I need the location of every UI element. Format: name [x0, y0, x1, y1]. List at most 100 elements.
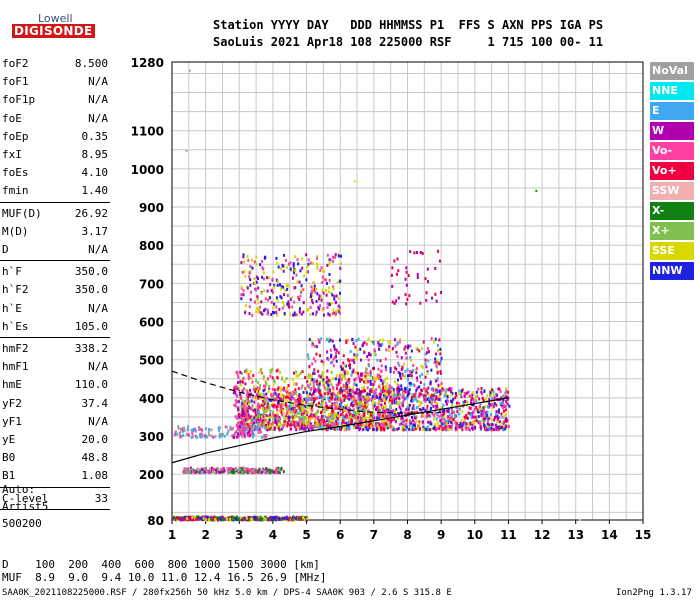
- echo-point: [347, 394, 350, 398]
- param-key: yF1: [2, 414, 22, 428]
- echo-point: [503, 414, 506, 418]
- echo-point: [308, 392, 311, 396]
- echo-point: [337, 389, 340, 393]
- echo-point: [323, 392, 326, 396]
- echo-point: [393, 380, 396, 384]
- echo-point: [335, 355, 338, 359]
- echo-point: [336, 393, 339, 397]
- echo-point: [326, 428, 329, 432]
- echo-point: [352, 408, 355, 412]
- echo-point: [356, 391, 359, 395]
- echo-point: [336, 391, 339, 395]
- echo-point: [245, 397, 248, 401]
- echo-point: [340, 400, 343, 404]
- echo-point: [372, 367, 375, 371]
- echo-point: [398, 400, 401, 404]
- echo-point: [265, 467, 268, 471]
- echo-point: [343, 420, 346, 424]
- echo-point: [308, 364, 311, 368]
- echo-point: [439, 392, 442, 396]
- echo-point: [409, 382, 412, 386]
- echo-point: [410, 399, 413, 403]
- echo-point: [353, 361, 356, 365]
- echo-point: [441, 422, 444, 426]
- echo-point: [279, 408, 282, 412]
- echo-point: [383, 406, 386, 410]
- echo-point: [240, 427, 243, 431]
- echo-point: [240, 432, 243, 436]
- echo-point: [433, 417, 436, 421]
- echo-point: [316, 420, 319, 424]
- echo-point: [191, 515, 194, 519]
- echo-point: [360, 414, 363, 418]
- echo-point: [320, 402, 323, 406]
- echo-point: [273, 426, 276, 430]
- echo-point: [328, 399, 331, 403]
- echo-point: [431, 412, 434, 416]
- echo-point: [219, 517, 222, 521]
- echo-point: [258, 468, 261, 472]
- echo-point: [278, 409, 281, 413]
- echo-point: [428, 400, 431, 404]
- echo-point: [250, 432, 253, 436]
- echo-point: [262, 277, 265, 281]
- echo-point: [377, 373, 380, 377]
- echo-point: [404, 424, 407, 428]
- echo-point: [366, 372, 369, 376]
- echo-point: [238, 386, 241, 390]
- echo-point: [182, 434, 185, 438]
- echo-point: [330, 413, 333, 417]
- echo-point: [293, 401, 296, 405]
- echo-point: [184, 517, 187, 521]
- echo-point: [328, 405, 331, 409]
- echo-point: [299, 397, 302, 401]
- echo-point: [316, 292, 319, 296]
- echo-point: [322, 362, 325, 366]
- echo-point: [467, 411, 470, 415]
- echo-point: [232, 426, 235, 430]
- echo-point: [240, 297, 243, 301]
- echo-point: [465, 427, 468, 431]
- echo-point: [450, 424, 453, 428]
- echo-point: [448, 424, 451, 428]
- echo-point: [437, 385, 440, 389]
- y-tick-label: 300: [139, 430, 164, 444]
- echo-point: [389, 367, 392, 371]
- echo-point: [313, 280, 316, 284]
- echo-point: [272, 305, 275, 309]
- echo-point: [345, 340, 348, 344]
- echo-point: [271, 290, 274, 294]
- echo-point: [421, 252, 424, 256]
- echo-point: [328, 278, 331, 282]
- echo-point: [468, 406, 471, 410]
- echo-point: [368, 426, 371, 430]
- echo-point: [365, 423, 368, 427]
- echo-point: [502, 420, 505, 424]
- echo-point: [437, 397, 440, 401]
- echo-point: [419, 381, 422, 385]
- echo-point: [319, 425, 322, 429]
- echo-point: [257, 402, 260, 406]
- echo-point: [346, 371, 349, 375]
- param-value: 105.0: [74, 319, 108, 333]
- echo-point: [212, 467, 215, 471]
- echo-point: [310, 298, 313, 302]
- echo-point: [377, 367, 380, 371]
- echo-point: [301, 424, 304, 428]
- legend-item: SSE: [650, 242, 694, 260]
- echo-point: [421, 414, 424, 418]
- echo-point: [315, 299, 318, 303]
- echo-point: [342, 414, 345, 418]
- echo-point: [348, 397, 351, 401]
- echo-point: [240, 412, 243, 416]
- echo-point: [340, 365, 343, 369]
- echo-point: [377, 405, 380, 409]
- echo-point: [371, 425, 374, 429]
- echo-point: [447, 427, 450, 431]
- echo-point: [424, 352, 427, 356]
- echo-point: [398, 423, 401, 427]
- echo-point: [477, 387, 480, 391]
- echo-point: [273, 403, 276, 407]
- param-key: foE: [2, 111, 22, 125]
- echo-point: [257, 411, 260, 415]
